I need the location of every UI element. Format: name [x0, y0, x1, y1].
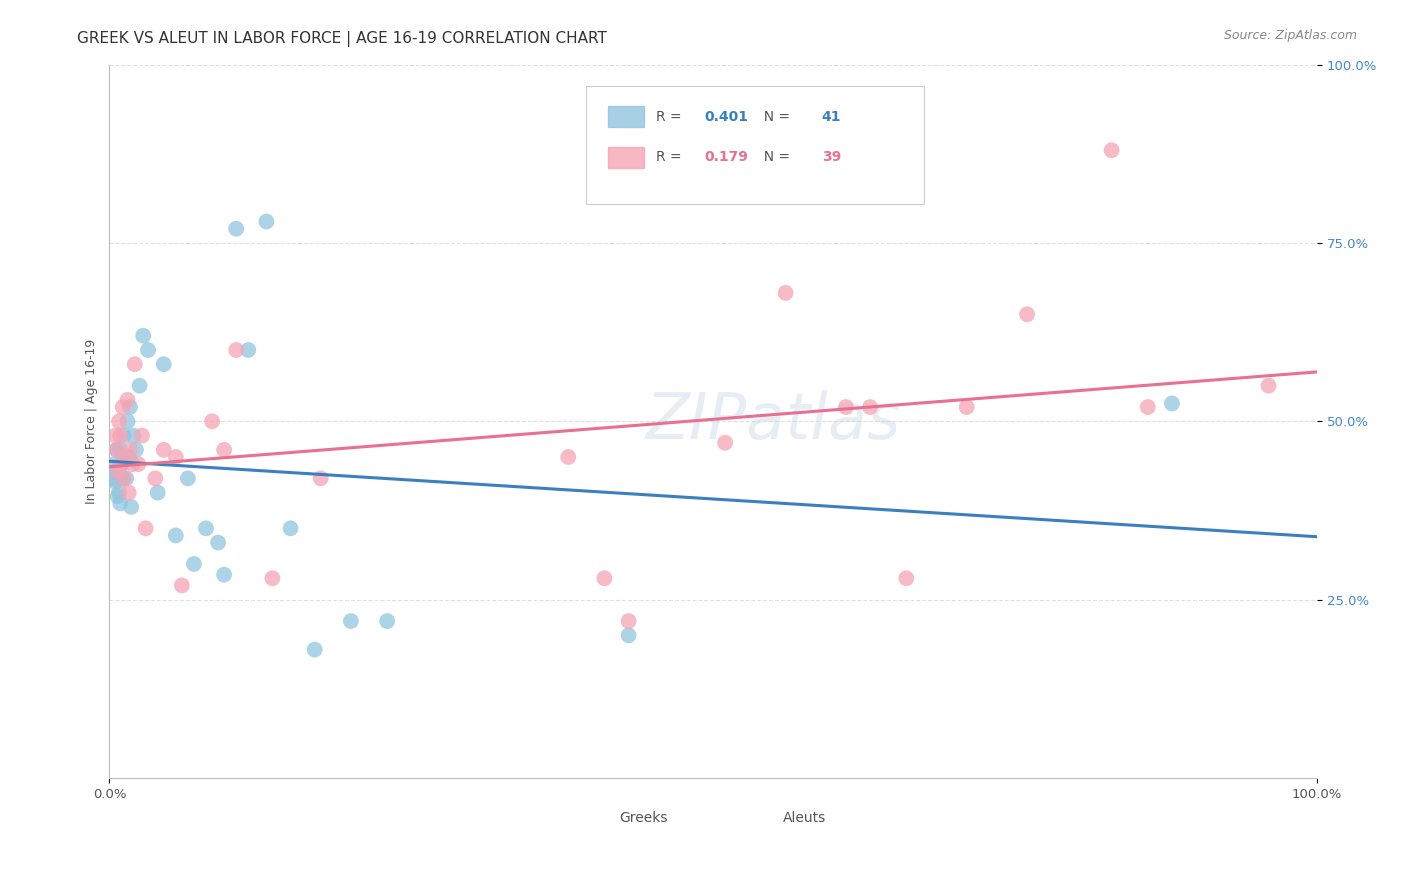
Bar	[737, 808, 773, 828]
Point	[110, 428, 132, 442]
Point	[775, 285, 797, 300]
Text: 39: 39	[821, 151, 841, 164]
Point	[254, 214, 277, 228]
Point	[105, 442, 128, 457]
Point	[152, 442, 174, 457]
Point	[115, 471, 138, 485]
Point	[120, 500, 142, 514]
Point	[1161, 396, 1184, 410]
Text: Source: ZipAtlas.com: Source: ZipAtlas.com	[1223, 29, 1357, 42]
Point	[177, 471, 200, 485]
Point	[262, 571, 284, 585]
Point	[617, 628, 640, 642]
Point	[114, 450, 136, 464]
Point	[896, 571, 918, 585]
Text: ZIPatlas: ZIPatlas	[645, 391, 901, 452]
Point	[557, 450, 579, 464]
Point	[101, 471, 124, 485]
Point	[105, 464, 128, 478]
Point	[714, 435, 737, 450]
Point	[1015, 307, 1038, 321]
Point	[132, 328, 155, 343]
Point	[110, 457, 132, 471]
Text: 0.401: 0.401	[704, 110, 748, 124]
Point	[135, 521, 157, 535]
Point	[165, 450, 187, 464]
Text: N =: N =	[755, 151, 794, 164]
Text: 0.179: 0.179	[704, 151, 748, 164]
Bar	[607, 146, 644, 168]
Point	[110, 496, 132, 510]
Point	[118, 442, 141, 457]
Point	[309, 471, 332, 485]
Text: Greeks: Greeks	[619, 811, 668, 825]
Point	[165, 528, 187, 542]
Point	[108, 460, 131, 475]
Text: R =: R =	[657, 151, 686, 164]
Point	[105, 442, 128, 457]
Point	[107, 489, 129, 503]
Point	[103, 457, 125, 471]
Point	[124, 357, 146, 371]
Point	[118, 485, 141, 500]
Point	[859, 400, 882, 414]
Point	[195, 521, 218, 535]
Point	[122, 428, 145, 442]
Point	[1257, 378, 1279, 392]
Point	[212, 567, 235, 582]
Point	[114, 450, 136, 464]
Bar	[607, 106, 644, 128]
Point	[110, 442, 132, 457]
Point	[146, 485, 169, 500]
Point	[111, 400, 134, 414]
FancyBboxPatch shape	[586, 86, 924, 203]
Point	[593, 571, 616, 585]
Point	[225, 221, 247, 235]
Point	[183, 557, 205, 571]
Point	[117, 414, 139, 428]
Point	[104, 428, 127, 442]
Point	[238, 343, 260, 357]
Point	[108, 485, 131, 500]
Point	[304, 642, 326, 657]
Point	[835, 400, 858, 414]
Point	[104, 475, 127, 489]
Point	[108, 414, 131, 428]
Point	[128, 378, 150, 392]
Point	[207, 535, 229, 549]
Point	[340, 614, 363, 628]
Point	[110, 457, 132, 471]
Point	[112, 471, 135, 485]
Text: N =: N =	[755, 110, 794, 124]
Point	[127, 457, 149, 471]
Point	[956, 400, 979, 414]
Point	[1136, 400, 1159, 414]
Point	[131, 428, 153, 442]
Point	[280, 521, 302, 535]
Text: GREEK VS ALEUT IN LABOR FORCE | AGE 16-19 CORRELATION CHART: GREEK VS ALEUT IN LABOR FORCE | AGE 16-1…	[77, 31, 607, 47]
Point	[143, 471, 166, 485]
Point	[1101, 143, 1123, 157]
Point	[170, 578, 193, 592]
Point	[111, 471, 134, 485]
Text: 41: 41	[821, 110, 841, 124]
Point	[118, 400, 141, 414]
Point	[121, 457, 143, 471]
Bar	[574, 808, 610, 828]
Point	[212, 442, 235, 457]
Point	[112, 428, 135, 442]
Point	[118, 450, 141, 464]
Point	[375, 614, 398, 628]
Point	[152, 357, 174, 371]
Point	[201, 414, 224, 428]
Point	[617, 614, 640, 628]
Point	[225, 343, 247, 357]
Text: R =: R =	[657, 110, 686, 124]
Point	[117, 392, 139, 407]
Y-axis label: In Labor Force | Age 16-19: In Labor Force | Age 16-19	[86, 339, 98, 504]
Point	[107, 464, 129, 478]
Text: Aleuts: Aleuts	[783, 811, 827, 825]
Point	[125, 442, 148, 457]
Point	[136, 343, 159, 357]
